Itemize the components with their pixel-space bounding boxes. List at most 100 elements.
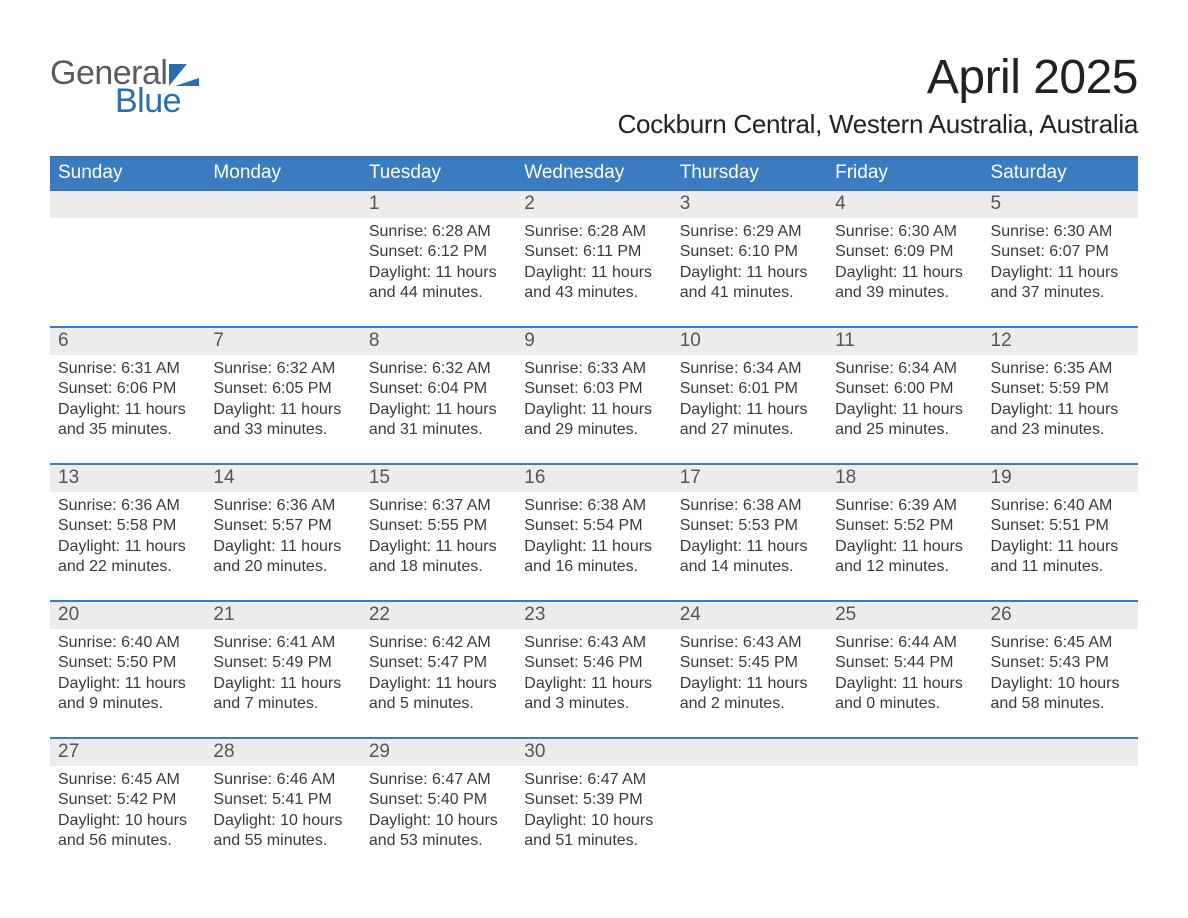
day-number: 15 [361,465,516,492]
day-cell: Sunrise: 6:41 AMSunset: 5:49 PMDaylight:… [205,629,360,737]
day-number: 26 [983,602,1138,629]
day-cell: Sunrise: 6:34 AMSunset: 6:00 PMDaylight:… [827,355,982,463]
sunset-text: Sunset: 5:58 PM [58,516,197,536]
day-number: 4 [827,191,982,218]
sunset-text: Sunset: 5:59 PM [991,379,1130,399]
sunset-text: Sunset: 6:00 PM [835,379,974,399]
weeks-container: 12345Sunrise: 6:28 AMSunset: 6:12 PMDayl… [50,191,1138,856]
sunrise-text: Sunrise: 6:34 AM [680,359,819,379]
daylight-text: Daylight: 11 hours and 37 minutes. [991,263,1130,304]
day-number: 21 [205,602,360,629]
day-number: 23 [516,602,671,629]
weekday-header: Monday [205,157,360,190]
sunset-text: Sunset: 5:53 PM [680,516,819,536]
day-number: 14 [205,465,360,492]
sunrise-text: Sunrise: 6:45 AM [991,633,1130,653]
day-number: 24 [672,602,827,629]
weekday-header: Sunday [50,157,205,190]
day-cell: Sunrise: 6:45 AMSunset: 5:42 PMDaylight:… [50,766,205,856]
day-cell: Sunrise: 6:34 AMSunset: 6:01 PMDaylight:… [672,355,827,463]
sunrise-text: Sunrise: 6:38 AM [680,496,819,516]
day-number-row: 27282930 [50,739,1138,766]
sunset-text: Sunset: 5:50 PM [58,653,197,673]
sunset-text: Sunset: 6:04 PM [369,379,508,399]
sunset-text: Sunset: 5:43 PM [991,653,1130,673]
sunrise-text: Sunrise: 6:39 AM [835,496,974,516]
sunrise-text: Sunrise: 6:33 AM [524,359,663,379]
weekday-header: Friday [827,157,982,190]
sunrise-text: Sunrise: 6:36 AM [213,496,352,516]
calendar-week: 13141516171819Sunrise: 6:36 AMSunset: 5:… [50,463,1138,600]
calendar-week: 6789101112Sunrise: 6:31 AMSunset: 6:06 P… [50,326,1138,463]
daylight-text: Daylight: 11 hours and 23 minutes. [991,400,1130,441]
day-cell [672,766,827,856]
sunrise-text: Sunrise: 6:34 AM [835,359,974,379]
daylight-text: Daylight: 11 hours and 0 minutes. [835,674,974,715]
weekday-header: Saturday [983,157,1138,190]
daylight-text: Daylight: 10 hours and 51 minutes. [524,811,663,852]
day-number: 20 [50,602,205,629]
daylight-text: Daylight: 11 hours and 9 minutes. [58,674,197,715]
day-cell: Sunrise: 6:38 AMSunset: 5:54 PMDaylight:… [516,492,671,600]
daylight-text: Daylight: 11 hours and 27 minutes. [680,400,819,441]
daylight-text: Daylight: 11 hours and 41 minutes. [680,263,819,304]
day-body-row: Sunrise: 6:40 AMSunset: 5:50 PMDaylight:… [50,629,1138,737]
day-cell: Sunrise: 6:40 AMSunset: 5:51 PMDaylight:… [983,492,1138,600]
daylight-text: Daylight: 11 hours and 3 minutes. [524,674,663,715]
day-number: 1 [361,191,516,218]
calendar-week: 12345Sunrise: 6:28 AMSunset: 6:12 PMDayl… [50,191,1138,326]
day-cell: Sunrise: 6:46 AMSunset: 5:41 PMDaylight:… [205,766,360,856]
day-number: 28 [205,739,360,766]
sunset-text: Sunset: 6:06 PM [58,379,197,399]
day-cell: Sunrise: 6:45 AMSunset: 5:43 PMDaylight:… [983,629,1138,737]
day-number: 17 [672,465,827,492]
day-cell: Sunrise: 6:32 AMSunset: 6:04 PMDaylight:… [361,355,516,463]
title-block: April 2025 Cockburn Central, Western Aus… [618,50,1138,140]
sunset-text: Sunset: 5:44 PM [835,653,974,673]
header-row: General Blue April 2025 Cockburn Central… [50,50,1138,140]
weekday-header-row: Sunday Monday Tuesday Wednesday Thursday… [50,156,1138,191]
day-number: 18 [827,465,982,492]
sunrise-text: Sunrise: 6:40 AM [991,496,1130,516]
sunset-text: Sunset: 5:40 PM [369,790,508,810]
day-cell: Sunrise: 6:42 AMSunset: 5:47 PMDaylight:… [361,629,516,737]
sunset-text: Sunset: 6:11 PM [524,242,663,262]
day-number [205,191,360,218]
daylight-text: Daylight: 11 hours and 43 minutes. [524,263,663,304]
sunset-text: Sunset: 5:49 PM [213,653,352,673]
day-cell: Sunrise: 6:40 AMSunset: 5:50 PMDaylight:… [50,629,205,737]
day-number: 7 [205,328,360,355]
sunrise-text: Sunrise: 6:28 AM [524,222,663,242]
sunset-text: Sunset: 5:51 PM [991,516,1130,536]
daylight-text: Daylight: 10 hours and 58 minutes. [991,674,1130,715]
day-cell: Sunrise: 6:29 AMSunset: 6:10 PMDaylight:… [672,218,827,326]
day-body-row: Sunrise: 6:28 AMSunset: 6:12 PMDaylight:… [50,218,1138,326]
day-number [50,191,205,218]
sunset-text: Sunset: 5:46 PM [524,653,663,673]
day-cell [50,218,205,326]
day-number [827,739,982,766]
day-cell: Sunrise: 6:39 AMSunset: 5:52 PMDaylight:… [827,492,982,600]
sunrise-text: Sunrise: 6:47 AM [369,770,508,790]
day-number-row: 6789101112 [50,328,1138,355]
sunset-text: Sunset: 5:39 PM [524,790,663,810]
sunset-text: Sunset: 6:07 PM [991,242,1130,262]
daylight-text: Daylight: 11 hours and 18 minutes. [369,537,508,578]
sunrise-text: Sunrise: 6:47 AM [524,770,663,790]
day-number: 8 [361,328,516,355]
day-cell: Sunrise: 6:33 AMSunset: 6:03 PMDaylight:… [516,355,671,463]
day-cell: Sunrise: 6:38 AMSunset: 5:53 PMDaylight:… [672,492,827,600]
day-cell: Sunrise: 6:36 AMSunset: 5:57 PMDaylight:… [205,492,360,600]
day-number: 6 [50,328,205,355]
daylight-text: Daylight: 11 hours and 25 minutes. [835,400,974,441]
sunrise-text: Sunrise: 6:44 AM [835,633,974,653]
sunset-text: Sunset: 5:47 PM [369,653,508,673]
day-number: 12 [983,328,1138,355]
day-cell [983,766,1138,856]
day-number: 27 [50,739,205,766]
sunrise-text: Sunrise: 6:30 AM [991,222,1130,242]
sunrise-text: Sunrise: 6:38 AM [524,496,663,516]
sunrise-text: Sunrise: 6:42 AM [369,633,508,653]
day-cell: Sunrise: 6:47 AMSunset: 5:39 PMDaylight:… [516,766,671,856]
sunset-text: Sunset: 5:57 PM [213,516,352,536]
